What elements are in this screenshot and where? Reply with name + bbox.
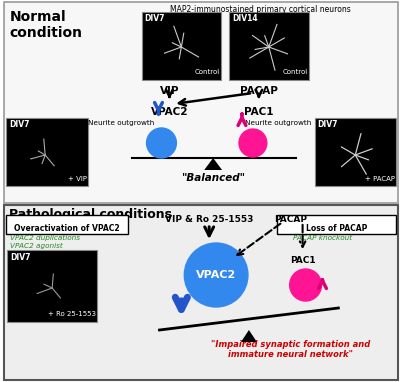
Text: PAC1: PAC1 <box>290 256 316 265</box>
Text: DIV7: DIV7 <box>144 14 165 23</box>
Text: VPAC2: VPAC2 <box>151 107 188 117</box>
Text: Normal
condition: Normal condition <box>9 10 82 40</box>
Text: "Balanced": "Balanced" <box>181 173 245 183</box>
Text: MAP2-immunostained primary cortical neurons: MAP2-immunostained primary cortical neur… <box>170 5 351 14</box>
Circle shape <box>290 269 322 301</box>
Text: VIP & Ro 25-1553: VIP & Ro 25-1553 <box>165 215 253 224</box>
Text: Loss of PACAP: Loss of PACAP <box>306 224 367 233</box>
Text: VPAC2 agonist: VPAC2 agonist <box>10 243 63 249</box>
Circle shape <box>184 243 248 307</box>
Circle shape <box>239 129 267 157</box>
FancyBboxPatch shape <box>4 205 398 380</box>
FancyBboxPatch shape <box>277 215 396 233</box>
Text: "Impaired synaptic formation and
immature neural network": "Impaired synaptic formation and immatur… <box>211 340 370 359</box>
Text: PACAP knockout: PACAP knockout <box>293 235 352 241</box>
FancyBboxPatch shape <box>229 12 308 80</box>
Text: VIP: VIP <box>160 86 179 96</box>
FancyBboxPatch shape <box>8 250 97 322</box>
Text: Pathological conditions: Pathological conditions <box>9 208 172 221</box>
Text: DIV7: DIV7 <box>10 253 31 262</box>
Text: Overactivation of VPAC2: Overactivation of VPAC2 <box>14 224 120 233</box>
Text: Neurite outgrowth: Neurite outgrowth <box>245 120 311 126</box>
FancyBboxPatch shape <box>4 2 398 203</box>
FancyBboxPatch shape <box>142 12 221 80</box>
Text: Control: Control <box>282 69 308 75</box>
Circle shape <box>146 128 176 158</box>
Text: Control: Control <box>195 69 220 75</box>
FancyBboxPatch shape <box>314 118 396 186</box>
Text: DIV14: DIV14 <box>232 14 258 23</box>
Polygon shape <box>241 330 257 342</box>
Text: + VIP: + VIP <box>68 176 87 182</box>
Text: PACAP: PACAP <box>240 86 278 96</box>
Polygon shape <box>204 158 222 170</box>
Text: + PACAP: + PACAP <box>365 176 395 182</box>
Text: Neurite outgrowth: Neurite outgrowth <box>88 120 154 126</box>
FancyBboxPatch shape <box>6 118 88 186</box>
Text: DIV7: DIV7 <box>9 120 30 129</box>
Text: + Ro 25-1553: + Ro 25-1553 <box>48 311 96 317</box>
Text: VPAC2: VPAC2 <box>196 270 236 280</box>
Text: VPAC2 duplications: VPAC2 duplications <box>10 235 80 241</box>
Text: PACAP: PACAP <box>274 215 307 224</box>
FancyBboxPatch shape <box>6 215 128 233</box>
Text: PAC1: PAC1 <box>244 107 274 117</box>
Text: DIV7: DIV7 <box>318 120 338 129</box>
